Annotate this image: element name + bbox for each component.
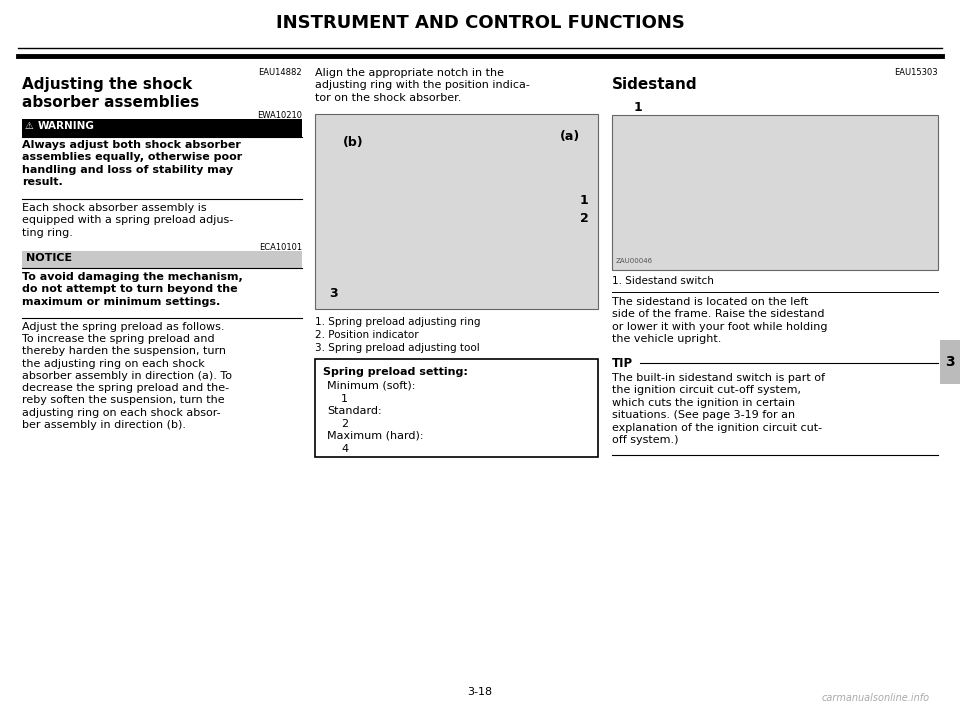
Text: WARNING: WARNING [38,121,95,131]
Text: The built-in sidestand switch is part of
the ignition circuit cut-off system,
wh: The built-in sidestand switch is part of… [612,373,825,445]
Text: Each shock absorber assembly is
equipped with a spring preload adjus-
ting ring.: Each shock absorber assembly is equipped… [22,203,233,238]
Text: EAU15303: EAU15303 [895,68,938,77]
Text: Standard:: Standard: [327,406,382,416]
Text: ZAU00046: ZAU00046 [616,258,653,264]
Text: 1. Spring preload adjusting ring: 1. Spring preload adjusting ring [315,317,481,327]
Text: Always adjust both shock absorber
assemblies equally, otherwise poor
handling an: Always adjust both shock absorber assemb… [22,140,242,187]
Text: carmanualsonline.info: carmanualsonline.info [822,693,930,703]
Text: 1: 1 [341,394,348,404]
Text: (a): (a) [560,130,580,143]
Text: 2: 2 [580,212,588,225]
Text: Minimum (soft):: Minimum (soft): [327,381,416,391]
Bar [315,359,598,457]
Text: ECA10101: ECA10101 [259,243,302,252]
Text: 3. Spring preload adjusting tool: 3. Spring preload adjusting tool [315,343,480,353]
Text: 3-18: 3-18 [468,687,492,697]
Text: INSTRUMENT AND CONTROL FUNCTIONS: INSTRUMENT AND CONTROL FUNCTIONS [276,14,684,32]
Text: TIP: TIP [612,357,634,370]
Text: 1: 1 [580,194,588,207]
Text: NOTICE: NOTICE [26,253,72,263]
Text: 2: 2 [341,419,348,429]
Text: 3: 3 [329,287,338,300]
Text: EAU14882: EAU14882 [258,68,302,77]
Bar [612,115,938,270]
Text: (b): (b) [343,136,364,149]
Text: The sidestand is located on the left
side of the frame. Raise the sidestand
or l: The sidestand is located on the left sid… [612,297,828,344]
Text: 1. Sidestand switch: 1. Sidestand switch [612,276,714,286]
Text: 2. Position indicator: 2. Position indicator [315,330,419,340]
Bar [940,340,960,384]
Text: Maximum (hard):: Maximum (hard): [327,431,423,441]
Text: To avoid damaging the mechanism,
do not attempt to turn beyond the
maximum or mi: To avoid damaging the mechanism, do not … [22,272,243,307]
Text: EWA10210: EWA10210 [257,111,302,120]
Text: 4: 4 [341,444,348,454]
Text: 1: 1 [634,101,643,114]
Bar [22,119,302,137]
Text: 3: 3 [946,355,955,369]
Text: Align the appropriate notch in the
adjusting ring with the position indica-
tor : Align the appropriate notch in the adjus… [315,68,530,103]
Bar [315,114,598,309]
Text: ⚠: ⚠ [25,121,34,131]
Text: Adjusting the shock
absorber assemblies: Adjusting the shock absorber assemblies [22,77,200,110]
Bar [22,251,302,268]
Text: Sidestand: Sidestand [612,77,698,92]
Text: Spring preload setting:: Spring preload setting: [323,367,468,377]
Text: Adjust the spring preload as follows.
To increase the spring preload and
thereby: Adjust the spring preload as follows. To… [22,322,232,430]
